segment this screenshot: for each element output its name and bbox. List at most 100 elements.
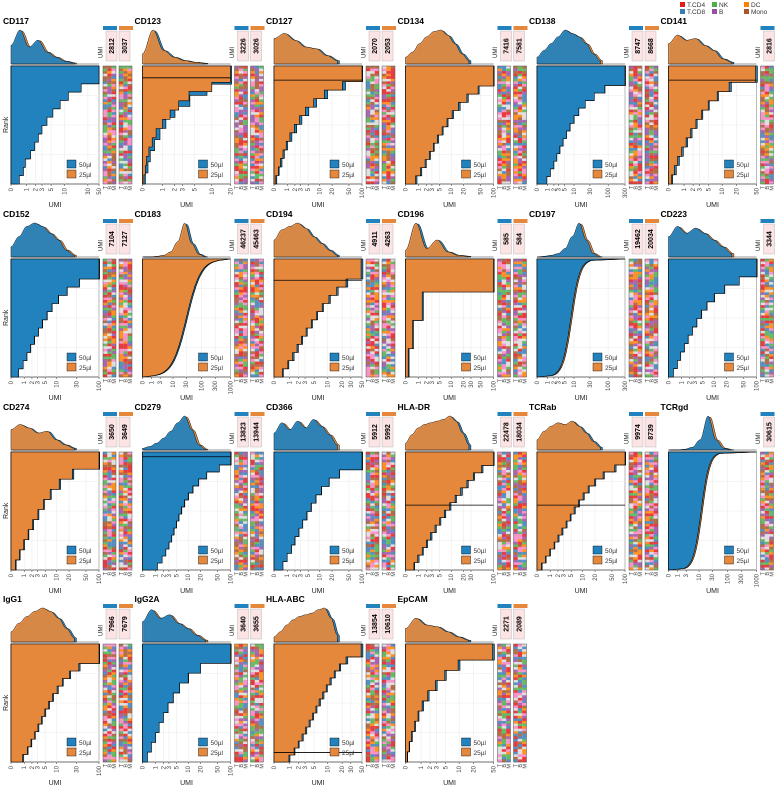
side-stripe: [107, 359, 112, 362]
side-stripe: [366, 490, 371, 494]
side-stripe: [370, 528, 375, 532]
side-stripe: [497, 269, 502, 273]
side-stripe: [637, 356, 642, 360]
side-stripe: [234, 178, 239, 182]
side-stripe: [374, 482, 379, 486]
x-tick-label: 3: [35, 573, 41, 577]
side-stripe: [370, 508, 375, 512]
side-stripe: [103, 323, 108, 326]
side-stripe: [119, 359, 124, 362]
side-stripe: [259, 475, 264, 478]
side-stripe: [653, 73, 658, 77]
side-stripe: [513, 284, 518, 288]
side-stripe: [238, 107, 244, 110]
side-stripe: [370, 521, 375, 525]
x-tick-label: 30: [469, 380, 475, 387]
side-strip-label: T: [103, 571, 109, 575]
side-stripe: [522, 269, 527, 273]
side-stripe: [629, 284, 634, 288]
legend-label-50: 50µl: [342, 162, 355, 169]
side-stripe: [111, 464, 116, 468]
side-stripe: [250, 508, 255, 512]
side-stripe: [760, 148, 765, 151]
side-stripe: [123, 78, 128, 82]
side-stripe: [370, 559, 375, 563]
legend-label-50: 50µl: [737, 162, 750, 169]
side-stripe: [119, 96, 124, 100]
side-stripe: [390, 130, 395, 133]
side-stripe: [119, 101, 124, 105]
side-stripe: [522, 318, 527, 321]
side-stripe: [119, 557, 124, 560]
side-stripe: [386, 271, 391, 275]
side-stripe: [366, 452, 371, 455]
side-header-50: [760, 26, 775, 30]
side-stripe: [497, 158, 502, 162]
side-stripe: [374, 333, 379, 337]
side-stripe: [629, 320, 634, 324]
side-stripe: [506, 112, 511, 115]
side-stripe: [111, 472, 116, 476]
side-stripe: [374, 155, 379, 159]
rank-area-front: [273, 451, 363, 571]
side-stripe: [127, 107, 132, 110]
side-strip-label: M: [654, 379, 660, 384]
side-stripe: [103, 511, 108, 514]
side-stripe: [111, 114, 116, 118]
side-stripe: [633, 261, 638, 265]
side-stripe: [238, 86, 244, 90]
side-stripe: [123, 166, 128, 169]
side-stripe: [382, 300, 387, 303]
side-stripe: [637, 323, 642, 326]
side-stripe: [760, 294, 765, 298]
side-stripe: [107, 567, 112, 571]
side-stripe: [243, 302, 248, 306]
side-stripe: [119, 117, 124, 121]
x-tick-label: 20: [330, 573, 336, 580]
side-stripe: [637, 142, 642, 146]
x-tick-label: 2: [687, 380, 693, 384]
side-stripe: [649, 359, 654, 362]
side-stripe: [254, 464, 260, 468]
side-stripe: [517, 96, 523, 100]
density-strip: [668, 34, 757, 65]
side-stripe: [254, 541, 260, 545]
side-stripe: [243, 125, 248, 128]
density-area-front: [273, 222, 338, 258]
side-header-25: [250, 26, 265, 30]
side-stripe: [517, 315, 523, 319]
side-stripe: [111, 513, 116, 517]
side-stripe: [250, 153, 255, 156]
side-stripe: [382, 518, 387, 522]
side-stripe: [119, 297, 124, 301]
side-stripe: [107, 300, 112, 303]
side-stripe: [522, 140, 527, 144]
side-stripe: [386, 119, 391, 123]
side-stripe: [123, 511, 128, 514]
side-stripe: [254, 472, 260, 476]
side-stripe: [386, 153, 391, 156]
side-stripe: [119, 323, 124, 326]
side-stripe: [513, 178, 518, 182]
side-stripe: [513, 359, 518, 362]
side-strip-label: M: [391, 186, 397, 191]
side-stripe: [238, 287, 244, 290]
side-stripe: [653, 341, 658, 344]
side-stripe: [501, 89, 507, 92]
side-header-50: [103, 219, 117, 223]
side-stripe: [127, 114, 132, 118]
side-stripe: [386, 366, 391, 370]
side-stripe: [522, 328, 527, 332]
side-stripe: [633, 73, 638, 77]
side-stripe: [103, 178, 108, 182]
side-stripe: [629, 160, 634, 164]
side-stripe: [238, 276, 244, 280]
side-stripe: [769, 323, 774, 326]
side-stripe: [653, 122, 658, 126]
side-stripe: [386, 302, 391, 306]
x-tick-label: 100: [360, 187, 366, 198]
side-stripe: [386, 320, 391, 324]
side-stripe: [386, 73, 391, 77]
side-stripe: [123, 86, 128, 90]
side-stripe: [234, 513, 239, 517]
